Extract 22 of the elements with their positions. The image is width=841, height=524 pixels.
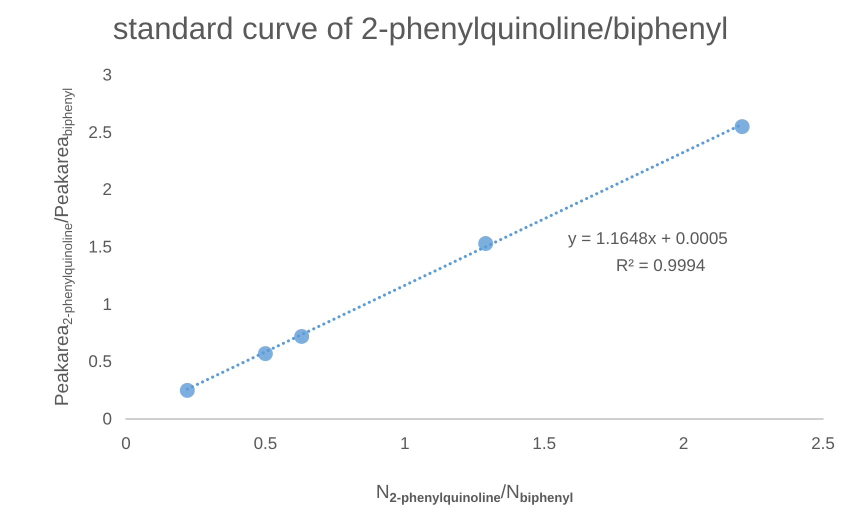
point	[478, 236, 494, 252]
y-tick-label: 1	[102, 294, 112, 314]
y-tick-label: 2.5	[88, 122, 112, 142]
annotation: y = 1.1648x + 0.0005	[568, 229, 728, 248]
point	[258, 346, 273, 362]
point	[294, 328, 310, 344]
chart-title: standard curve of 2-phenylquinoline/biphenyl	[112, 11, 728, 46]
point	[734, 119, 750, 134]
annotation: R² = 0.9994	[616, 256, 706, 275]
point	[180, 382, 195, 398]
x-tick-label: 1.5	[532, 434, 556, 453]
x-tick-label: 0.5	[254, 434, 278, 453]
x-tick-label: 0	[121, 434, 131, 453]
y-tick-label: 1.5	[88, 238, 112, 256]
y-tick-label: 3	[102, 66, 112, 84]
x-tick-label: 2	[678, 434, 688, 453]
x-tick-label: 1	[400, 434, 410, 453]
y-axis-title: Peakarea2-phenylquinoline/Peakareabiphenyl	[52, 88, 75, 406]
y-tick-label: 0.5	[88, 352, 112, 372]
x-tick-label: 2.5	[811, 434, 835, 453]
y-tick-label: 0	[102, 410, 112, 428]
y-tick-label: 2	[102, 180, 112, 200]
